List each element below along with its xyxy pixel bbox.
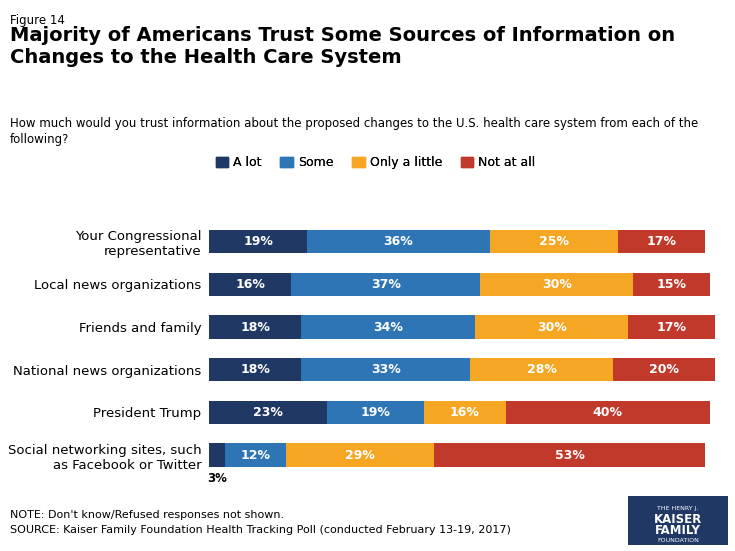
Bar <box>327 401 424 424</box>
Text: 18%: 18% <box>240 363 270 376</box>
Bar <box>480 273 634 296</box>
Text: 40%: 40% <box>593 406 623 419</box>
Text: 18%: 18% <box>240 321 270 333</box>
Text: Majority of Americans Trust Some Sources of Information on
Changes to the Health: Majority of Americans Trust Some Sources… <box>10 26 675 67</box>
Bar <box>209 230 306 253</box>
Text: 29%: 29% <box>345 449 375 462</box>
Text: 19%: 19% <box>361 406 390 419</box>
Bar <box>209 315 301 339</box>
Text: NOTE: Don't know/Refused responses not shown.: NOTE: Don't know/Refused responses not s… <box>10 510 284 520</box>
Bar <box>475 315 628 339</box>
Bar <box>628 315 715 339</box>
Bar <box>618 230 705 253</box>
Bar <box>506 401 710 424</box>
Text: SOURCE: Kaiser Family Foundation Health Tracking Poll (conducted February 13-19,: SOURCE: Kaiser Family Foundation Health … <box>10 525 510 534</box>
Text: 17%: 17% <box>647 235 676 249</box>
Text: 30%: 30% <box>542 278 572 291</box>
Bar <box>209 401 327 424</box>
Bar <box>434 444 705 467</box>
Text: FOUNDATION: FOUNDATION <box>657 538 699 543</box>
Text: 34%: 34% <box>373 321 404 333</box>
Bar <box>301 315 475 339</box>
Bar <box>225 444 286 467</box>
Bar <box>306 230 490 253</box>
Text: 3%: 3% <box>207 472 227 485</box>
Text: 16%: 16% <box>235 278 265 291</box>
Text: 23%: 23% <box>254 406 283 419</box>
Text: 28%: 28% <box>526 363 556 376</box>
Bar <box>301 358 470 381</box>
Bar <box>286 444 434 467</box>
Bar <box>209 444 225 467</box>
Text: 33%: 33% <box>371 363 401 376</box>
Text: FAMILY: FAMILY <box>655 524 701 537</box>
Text: 20%: 20% <box>649 363 679 376</box>
Text: 25%: 25% <box>539 235 570 249</box>
Text: 16%: 16% <box>450 406 480 419</box>
Bar <box>424 401 506 424</box>
Text: How much would you trust information about the proposed changes to the U.S. heal: How much would you trust information abo… <box>10 117 698 146</box>
Text: 15%: 15% <box>657 278 686 291</box>
Text: 12%: 12% <box>240 449 270 462</box>
Text: 53%: 53% <box>555 449 584 462</box>
Bar <box>209 273 291 296</box>
Bar <box>634 273 710 296</box>
Text: Figure 14: Figure 14 <box>10 14 65 27</box>
Text: THE HENRY J.: THE HENRY J. <box>657 506 699 511</box>
Bar <box>291 273 480 296</box>
Text: 37%: 37% <box>370 278 401 291</box>
Text: 17%: 17% <box>657 321 686 333</box>
Text: 30%: 30% <box>537 321 567 333</box>
Bar <box>613 358 715 381</box>
Text: KAISER: KAISER <box>654 513 702 526</box>
Text: 36%: 36% <box>384 235 413 249</box>
Bar <box>490 230 618 253</box>
Bar <box>209 358 301 381</box>
Legend: A lot, Some, Only a little, Not at all: A lot, Some, Only a little, Not at all <box>216 156 536 169</box>
Text: 19%: 19% <box>243 235 273 249</box>
Bar <box>470 358 613 381</box>
